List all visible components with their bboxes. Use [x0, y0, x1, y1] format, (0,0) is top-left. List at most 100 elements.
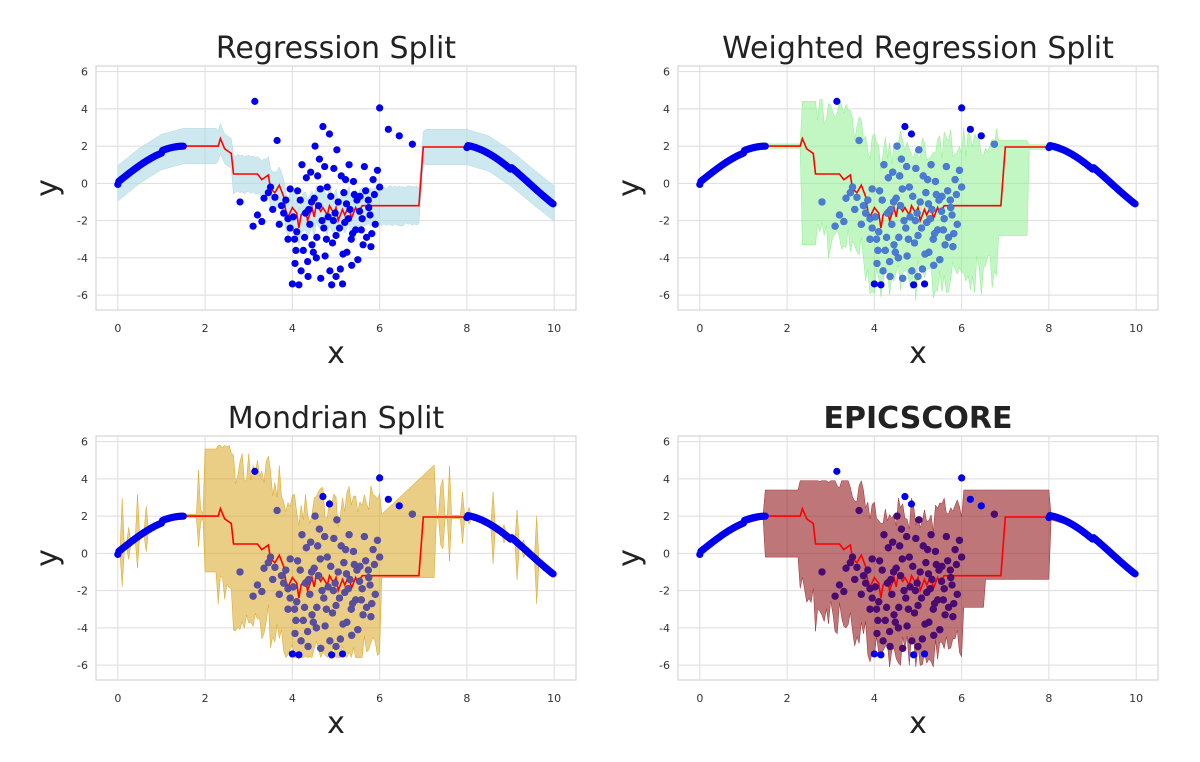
covered-point [900, 216, 908, 225]
covered-point [336, 635, 344, 643]
x-tick-label: 4 [871, 692, 878, 705]
covered-point [910, 609, 919, 617]
data-point [295, 281, 303, 289]
covered-point [307, 568, 316, 576]
plot-area [95, 65, 577, 311]
covered-point [932, 190, 940, 199]
covered-point [286, 555, 294, 563]
covered-point [342, 570, 351, 578]
data-point [920, 280, 929, 288]
covered-point [868, 224, 876, 232]
covered-point [941, 241, 949, 249]
data-point [296, 196, 304, 204]
data-point [249, 222, 257, 230]
covered-point [344, 585, 352, 593]
y-tick-label: 0 [81, 547, 88, 560]
data-point [1131, 570, 1139, 578]
data-point [338, 650, 347, 658]
covered-point [931, 177, 940, 186]
covered-point [896, 172, 904, 180]
covered-point [922, 559, 930, 567]
data-point [330, 164, 338, 173]
covered-point [946, 566, 954, 574]
y-axis-label: y [612, 549, 647, 567]
y-tick-label: -6 [77, 289, 88, 302]
covered-point [950, 230, 958, 238]
covered-point [915, 146, 923, 154]
data-point [304, 272, 312, 281]
data-point [833, 97, 841, 105]
covered-point [908, 637, 916, 645]
covered-point [936, 256, 944, 264]
x-tick-label: 6 [376, 322, 383, 335]
covered-point [831, 592, 839, 600]
data-point [275, 220, 283, 228]
data-point [236, 198, 244, 206]
covered-point [354, 626, 362, 634]
data-point [269, 205, 277, 214]
covered-point [949, 613, 957, 621]
covered-point [326, 637, 334, 645]
data-point [282, 196, 290, 204]
covered-point [253, 581, 262, 589]
covered-point [898, 555, 906, 563]
data-point [302, 174, 310, 182]
covered-point [330, 534, 338, 543]
data-point [319, 492, 327, 501]
covered-point [304, 642, 312, 651]
data-point [288, 280, 296, 288]
covered-point [942, 162, 950, 171]
covered-point [236, 568, 244, 576]
data-point [297, 267, 305, 275]
covered-point [304, 627, 312, 636]
data-point [354, 256, 362, 264]
data-point [307, 198, 316, 206]
covered-point [359, 611, 367, 619]
covered-point [889, 168, 897, 176]
covered-point [862, 209, 870, 217]
covered-point [872, 235, 881, 243]
data-point [311, 142, 319, 150]
covered-point [948, 581, 956, 589]
data-point [280, 209, 288, 217]
covered-point [924, 176, 932, 184]
y-tick-label: -4 [659, 252, 670, 265]
data-point [366, 211, 374, 219]
covered-point [890, 611, 898, 619]
y-tick-label: -6 [659, 659, 670, 672]
covered-point [930, 631, 938, 639]
data-point [284, 235, 292, 243]
covered-point [876, 557, 884, 565]
covered-point [939, 226, 947, 234]
covered-point [927, 161, 935, 169]
covered-point [891, 248, 899, 256]
covered-point [912, 534, 920, 543]
data-point [901, 122, 909, 131]
covered-point [277, 572, 286, 580]
data-point [295, 651, 303, 659]
data-point [327, 192, 335, 200]
covered-point [864, 566, 872, 574]
covered-point [879, 267, 887, 275]
covered-point [889, 568, 898, 576]
data-point [373, 166, 382, 174]
covered-point [914, 272, 922, 281]
x-tick-label: 2 [784, 692, 791, 705]
y-tick-label: 0 [81, 177, 88, 190]
data-point [349, 177, 358, 186]
covered-point [331, 579, 339, 587]
covered-point [348, 631, 356, 639]
panel-weighted-regression-split: Weighted Regression Split 0 2 4 6 8 10 -6 -4 -2… [612, 31, 1159, 371]
covered-point [315, 525, 324, 533]
covered-point [364, 566, 372, 574]
covered-point [903, 252, 911, 260]
data-point [376, 183, 384, 191]
covered-point [855, 506, 863, 515]
covered-point [913, 579, 921, 587]
data-point [321, 162, 329, 171]
covered-point [896, 572, 905, 580]
data-point [312, 254, 320, 262]
covered-point [874, 246, 882, 254]
covered-point [893, 142, 901, 150]
